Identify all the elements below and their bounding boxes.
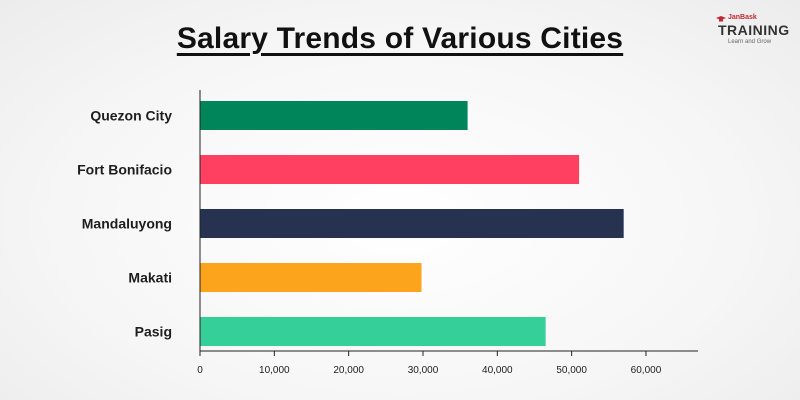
bar-makati bbox=[200, 263, 422, 292]
brand-name-main: TRAINING bbox=[718, 22, 790, 38]
category-label-makati: Makati bbox=[128, 270, 172, 286]
x-tick-label: 10,000 bbox=[259, 365, 290, 376]
bars-group bbox=[200, 101, 624, 346]
brand-name-small: JanBask bbox=[728, 14, 757, 21]
x-tick-label: 20,000 bbox=[333, 365, 364, 376]
category-label-quezon-city: Quezon City bbox=[90, 108, 172, 124]
bar-fort-bonifacio bbox=[200, 155, 580, 184]
bar-pasig bbox=[200, 317, 546, 346]
brand-tagline: Learn and Grow bbox=[728, 39, 772, 45]
labels-group: Quezon City Fort Bonifacio Mandaluyong Maka… bbox=[77, 108, 662, 377]
x-tick-label: 30,000 bbox=[408, 365, 439, 376]
brand-logo: JanBask TRAINING Learn and Grow bbox=[712, 14, 792, 54]
category-label-fort-bonifacio: Fort Bonifacio bbox=[77, 162, 172, 178]
axes-group bbox=[199, 90, 698, 356]
x-tick-label: 50,000 bbox=[556, 365, 587, 376]
graduation-cap-icon bbox=[716, 16, 726, 22]
x-tick-label: 40,000 bbox=[482, 365, 513, 376]
x-tick-label: 60,000 bbox=[631, 365, 662, 376]
bar-mandaluyong bbox=[200, 209, 624, 238]
chart-title-text: Salary Trends of Various Cities bbox=[176, 22, 624, 55]
bar-quezon-city bbox=[200, 101, 468, 130]
chart-title: Salary Trends of Various Cities bbox=[0, 22, 800, 56]
x-tick-label: 0 bbox=[197, 365, 203, 376]
category-label-mandaluyong: Mandaluyong bbox=[82, 216, 172, 232]
category-label-pasig: Pasig bbox=[135, 324, 172, 340]
